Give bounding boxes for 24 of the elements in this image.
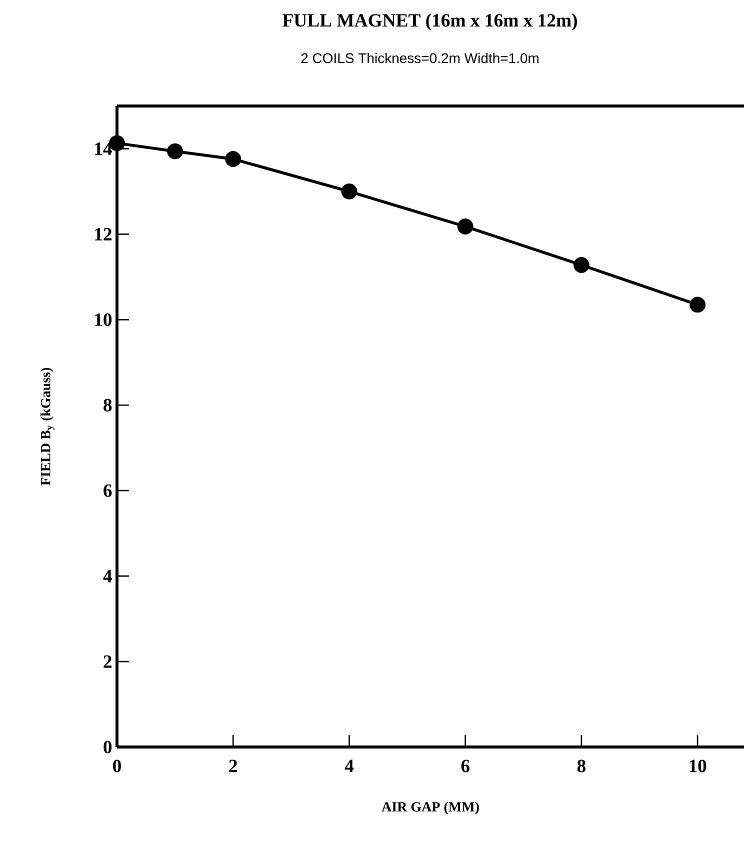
point	[225, 151, 242, 167]
x-tick-label: 4	[344, 760, 354, 772]
x-tick-label: 10	[690, 760, 706, 772]
point	[457, 218, 474, 234]
point	[341, 184, 358, 200]
x-axis-title: AIR GAP (MM)	[382, 802, 479, 814]
y-axis-title: FIELD B$_{y}$ (kGauss)	[40, 368, 54, 486]
x-tick-label: 0	[113, 760, 121, 772]
y-tick-label: 10	[95, 313, 112, 326]
y-tick-label: 12	[95, 228, 112, 240]
y-tick-label: 2	[104, 655, 112, 668]
y-tick-label: 8	[104, 398, 112, 412]
y-tick-label: 4	[103, 570, 112, 582]
chart-subtitle: 2 COILS Thickness=0.2m Width=1.0m	[301, 52, 538, 64]
y-tick-label: 0	[104, 740, 112, 754]
point	[690, 296, 706, 313]
chart-title: FULL MAGNET (16m x 16m x 12m)	[282, 14, 577, 30]
y-tick-label: 6	[104, 484, 112, 497]
x-tick-label: 2	[229, 760, 237, 772]
x-tick-label: 8	[577, 760, 586, 772]
x-tick-label: 6	[461, 760, 470, 772]
point	[573, 256, 590, 273]
point	[167, 143, 184, 160]
y-tick-label: 14	[95, 142, 112, 155]
